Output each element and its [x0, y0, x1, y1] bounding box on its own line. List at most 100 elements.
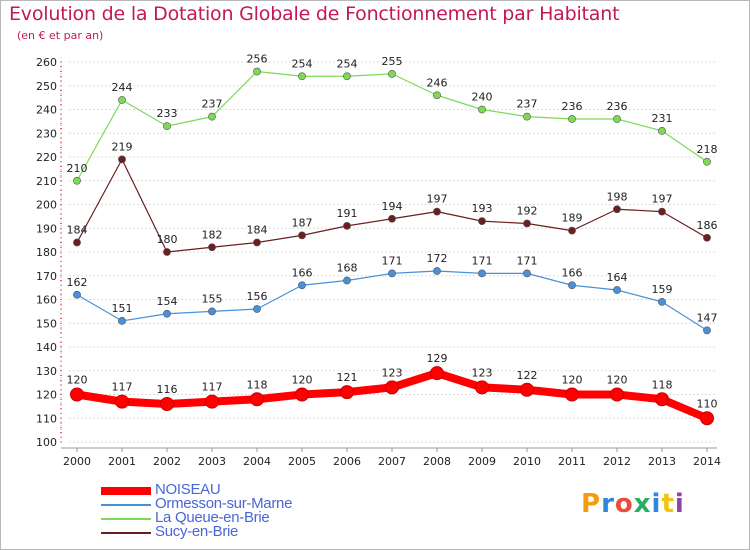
- y-tick-label: 200: [36, 199, 57, 212]
- data-point-ormesson-sur-marne: [523, 269, 531, 278]
- data-point-noiseau: [610, 387, 624, 402]
- data-point-la-queue-en-brie: [343, 72, 351, 81]
- y-tick-label: 120: [36, 389, 57, 402]
- data-point-sucy-en-brie: [433, 207, 441, 216]
- data-label-sucy-en-brie: 192: [517, 205, 538, 218]
- data-label-la-queue-en-brie: 210: [67, 162, 88, 175]
- data-point-la-queue-en-brie: [478, 105, 486, 114]
- data-point-la-queue-en-brie: [208, 112, 216, 121]
- data-label-ormesson-sur-marne: 147: [697, 311, 718, 324]
- data-point-ormesson-sur-marne: [343, 276, 351, 285]
- data-label-sucy-en-brie: 219: [112, 140, 133, 153]
- x-tick-label: 2001: [108, 455, 136, 468]
- data-label-sucy-en-brie: 193: [472, 202, 493, 215]
- data-point-sucy-en-brie: [478, 217, 486, 226]
- data-label-sucy-en-brie: 197: [652, 193, 673, 206]
- data-point-ormesson-sur-marne: [478, 269, 486, 278]
- data-point-sucy-en-brie: [613, 205, 621, 214]
- data-label-sucy-en-brie: 186: [697, 219, 718, 232]
- logo-letter: i: [674, 489, 685, 519]
- data-point-sucy-en-brie: [523, 219, 531, 228]
- data-label-sucy-en-brie: 182: [202, 228, 223, 241]
- data-point-la-queue-en-brie: [118, 96, 126, 104]
- x-tick-label: 2011: [558, 455, 586, 468]
- data-label-sucy-en-brie: 180: [157, 233, 178, 246]
- data-point-sucy-en-brie: [658, 207, 666, 216]
- data-point-ormesson-sur-marne: [298, 281, 306, 290]
- data-label-noiseau: 122: [517, 369, 538, 382]
- data-label-ormesson-sur-marne: 164: [607, 271, 628, 284]
- legend-item-sucy: Sucy-en-Brie: [101, 524, 331, 540]
- data-label-noiseau: 116: [157, 383, 178, 396]
- data-label-la-queue-en-brie: 244: [112, 81, 133, 94]
- data-label-la-queue-en-brie: 218: [697, 143, 718, 156]
- data-point-ormesson-sur-marne: [253, 305, 261, 313]
- data-label-noiseau: 117: [202, 381, 223, 394]
- x-tick-label: 2003: [198, 455, 226, 468]
- data-label-ormesson-sur-marne: 154: [157, 295, 178, 308]
- data-point-ormesson-sur-marne: [388, 269, 396, 278]
- data-label-la-queue-en-brie: 255: [382, 55, 403, 68]
- data-label-ormesson-sur-marne: 171: [382, 254, 403, 267]
- data-label-sucy-en-brie: 184: [67, 224, 88, 237]
- logo-letter: r: [601, 489, 615, 519]
- data-point-sucy-en-brie: [253, 238, 261, 247]
- data-label-noiseau: 118: [652, 378, 673, 391]
- data-label-noiseau: 123: [382, 366, 403, 379]
- data-point-noiseau: [385, 380, 399, 395]
- y-tick-label: 110: [36, 412, 57, 425]
- data-point-noiseau: [295, 387, 309, 402]
- data-label-la-queue-en-brie: 246: [427, 76, 448, 89]
- data-point-ormesson-sur-marne: [433, 267, 441, 275]
- legend-item-la-queue: La Queue-en-Brie: [101, 510, 331, 526]
- y-tick-label: 240: [36, 104, 57, 117]
- data-point-la-queue-en-brie: [523, 112, 531, 121]
- y-tick-label: 250: [36, 80, 57, 93]
- y-tick-label: 160: [36, 294, 57, 307]
- data-point-noiseau: [655, 392, 669, 407]
- x-tick-label: 2008: [423, 455, 451, 468]
- data-point-la-queue-en-brie: [568, 115, 576, 123]
- data-point-ormesson-sur-marne: [118, 316, 126, 325]
- data-label-ormesson-sur-marne: 159: [652, 283, 673, 296]
- x-tick-label: 2010: [513, 455, 541, 468]
- data-label-sucy-en-brie: 194: [382, 200, 403, 213]
- data-point-ormesson-sur-marne: [163, 309, 171, 318]
- data-point-la-queue-en-brie: [703, 157, 711, 166]
- data-point-noiseau: [340, 385, 354, 400]
- x-tick-label: 2000: [63, 455, 91, 468]
- data-label-la-queue-en-brie: 240: [472, 91, 493, 104]
- data-point-sucy-en-brie: [343, 221, 351, 230]
- data-label-la-queue-en-brie: 236: [607, 100, 628, 113]
- chart-title: Evolution de la Dotation Globale de Fonc…: [9, 3, 620, 25]
- data-label-noiseau: 110: [697, 397, 718, 410]
- data-point-la-queue-en-brie: [613, 115, 621, 123]
- data-point-ormesson-sur-marne: [568, 281, 576, 290]
- data-point-noiseau: [475, 380, 489, 395]
- x-tick-label: 2006: [333, 455, 361, 468]
- data-label-noiseau: 120: [607, 374, 628, 387]
- data-label-noiseau: 120: [292, 374, 313, 387]
- y-tick-label: 150: [36, 317, 57, 330]
- data-label-ormesson-sur-marne: 171: [517, 254, 538, 267]
- logo-letter: i: [651, 489, 662, 519]
- series-lines: [70, 67, 714, 426]
- data-label-sucy-en-brie: 189: [562, 212, 583, 225]
- y-tick-label: 100: [36, 436, 57, 449]
- x-tick-label: 2007: [378, 455, 406, 468]
- data-label-noiseau: 129: [427, 352, 448, 365]
- data-point-sucy-en-brie: [208, 243, 216, 252]
- data-label-ormesson-sur-marne: 171: [472, 254, 493, 267]
- data-label-ormesson-sur-marne: 162: [67, 276, 88, 289]
- x-tick-label: 2009: [468, 455, 496, 468]
- proxiti-logo: Proxiti: [581, 489, 685, 519]
- data-point-noiseau: [115, 394, 129, 409]
- legend-swatch-ormesson: [101, 504, 151, 506]
- data-label-noiseau: 120: [67, 374, 88, 387]
- data-point-noiseau: [520, 382, 534, 397]
- x-tick-label: 2005: [288, 455, 316, 468]
- data-point-noiseau: [565, 387, 579, 402]
- data-point-sucy-en-brie: [73, 238, 81, 247]
